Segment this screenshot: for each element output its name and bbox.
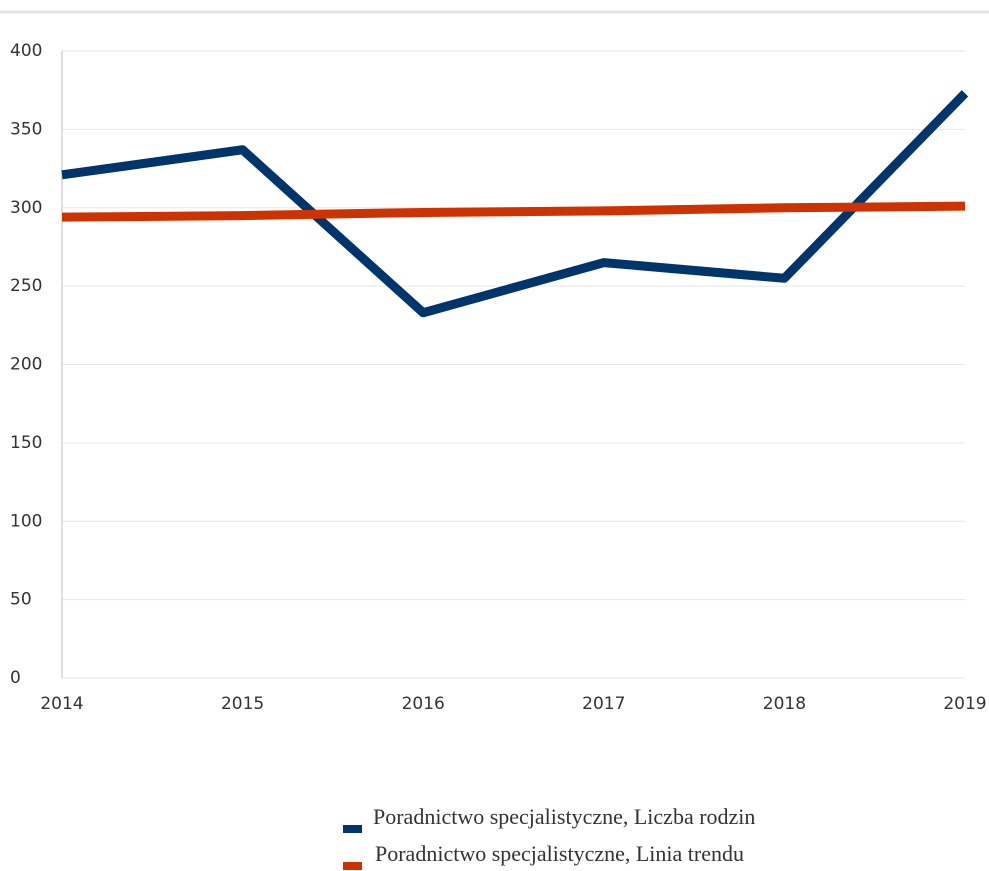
x-tick-label: 2019 bbox=[943, 694, 986, 714]
y-tick-label: 100 bbox=[10, 511, 42, 531]
y-tick-label: 200 bbox=[10, 355, 42, 375]
y-tick-label: 250 bbox=[10, 276, 42, 296]
y-tick-label: 400 bbox=[10, 41, 42, 61]
line-series bbox=[61, 201, 966, 222]
legend-marker bbox=[343, 862, 362, 870]
x-tick-label: 2018 bbox=[763, 694, 806, 714]
line-series bbox=[61, 90, 969, 318]
x-tick-label: 2014 bbox=[40, 694, 83, 714]
y-tick-label: 0 bbox=[10, 668, 21, 688]
x-tick-label: 2016 bbox=[402, 694, 445, 714]
x-tick-label: 2015 bbox=[221, 694, 264, 714]
legend-label: Poradnictwo specjalistyczne, Liczba rodz… bbox=[373, 804, 755, 829]
legend-label: Poradnictwo specjalistyczne, Linia trend… bbox=[375, 841, 744, 866]
y-tick-label: 150 bbox=[10, 433, 42, 453]
y-tick-label: 50 bbox=[10, 590, 32, 610]
x-tick-label: 2017 bbox=[582, 694, 625, 714]
legend-marker bbox=[343, 825, 362, 833]
y-tick-label: 300 bbox=[10, 198, 42, 218]
y-tick-label: 350 bbox=[10, 119, 42, 139]
